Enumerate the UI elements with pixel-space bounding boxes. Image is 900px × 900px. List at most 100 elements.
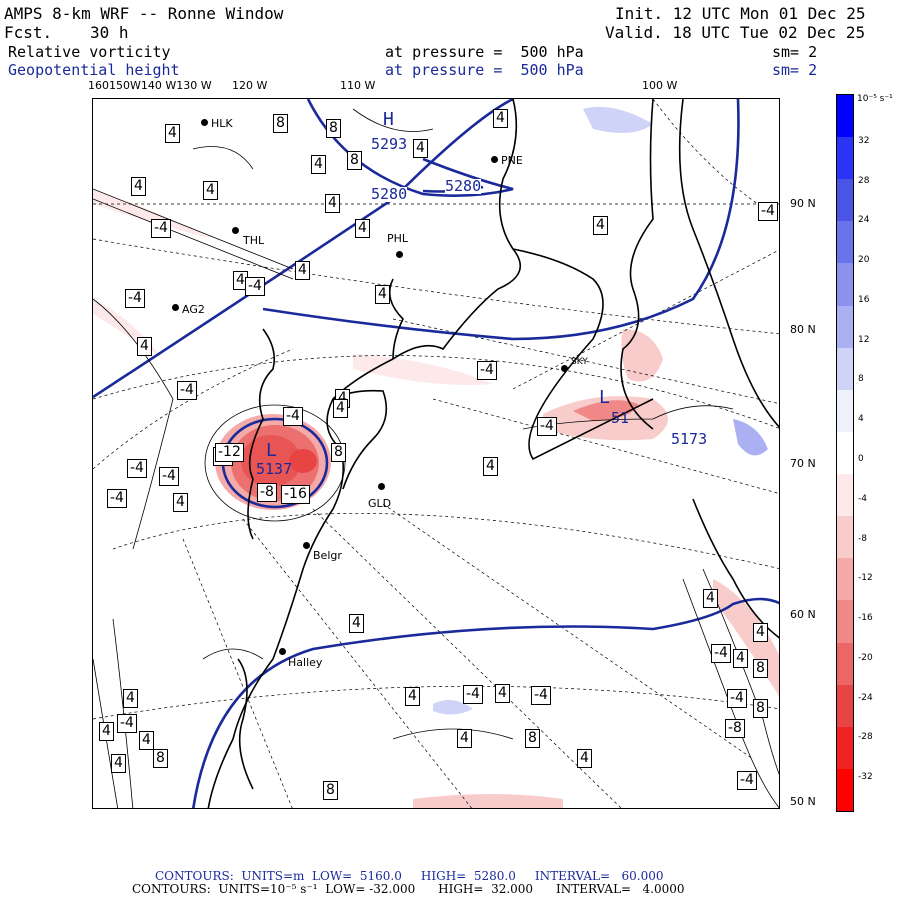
contour-value-label: 4 (349, 614, 364, 633)
station-dot (378, 483, 385, 490)
contour-value-label: 8 (753, 659, 768, 678)
valid-time: Valid. 18 UTC Tue 02 Dec 25 (605, 23, 866, 42)
low-marker: L (599, 387, 610, 408)
map-panel[interactable]: H L L 5293 5280 5280 5137 5173 51 HLK PN… (92, 98, 780, 809)
height-label: 5173 (671, 430, 708, 448)
colorbar-tick-label: -4 (858, 493, 867, 504)
height-label: 5293 (371, 135, 408, 153)
colorbar-segment (837, 431, 853, 475)
contour-value-label: 4 (137, 337, 152, 356)
lat-label: 80 N (790, 323, 816, 336)
contour-value-label: 4 (99, 722, 114, 741)
colorbar-segment (837, 768, 853, 812)
contour-value-label: -4 (727, 689, 747, 708)
contour-value-label: -4 (711, 644, 731, 663)
station-dot (491, 156, 498, 163)
contour-value-label: 4 (753, 623, 768, 642)
lon-label: 110 W (340, 79, 376, 92)
colorbar-segment (837, 221, 853, 264)
colorbar-tick-label: -8 (858, 533, 867, 544)
lon-label: 120 W (232, 79, 268, 92)
field1-level: at pressure = 500 hPa (385, 43, 584, 61)
height-label: 51 (611, 409, 630, 427)
contour-value-label: -12 (215, 443, 244, 462)
colorbar-unit: 10⁻⁵ s⁻¹ (857, 94, 893, 104)
contour-value-label: 4 (355, 219, 370, 238)
contour-value-label: 8 (153, 749, 168, 768)
contour-value-label: -8 (257, 483, 277, 502)
lon-label: 160150W140 W130 W (88, 79, 212, 92)
forecast-value: 30 h (90, 23, 129, 42)
contour-value-label: 4 (333, 399, 348, 418)
map-canvas (93, 99, 779, 808)
colorbar-segment (837, 137, 853, 180)
contour-value-label: 4 (703, 589, 718, 608)
footer-height-contours: CONTOURS: UNITS=m LOW= 5160.0 HIGH= 5280… (155, 869, 664, 883)
contour-value-label: 4 (413, 139, 428, 158)
colorbar-tick-label: 12 (858, 334, 870, 345)
contour-value-label: 4 (577, 749, 592, 768)
colorbar-segment (837, 600, 853, 644)
colorbar-segment (837, 474, 853, 517)
colorbar-tick-label: -16 (858, 613, 873, 624)
station-label: Belgr (313, 549, 342, 562)
colorbar-segment (837, 347, 853, 391)
coastline (207, 99, 779, 808)
contour-value-label: 8 (347, 151, 362, 170)
station-label: GLD (368, 497, 392, 510)
contour-value-label: 4 (111, 754, 126, 773)
contour-value-label: 8 (273, 114, 288, 133)
colorbar-tick-label: 28 (858, 175, 870, 186)
colorbar-tick-label: 16 (858, 294, 870, 305)
colorbar-tick-label: 4 (858, 414, 864, 425)
lat-label: 60 N (790, 608, 816, 621)
station-label: Halley (288, 656, 323, 669)
station-dot (303, 542, 310, 549)
contour-value-label: 8 (525, 729, 540, 748)
contour-value-label: -4 (737, 771, 757, 790)
contour-value-label: 4 (495, 684, 510, 703)
contour-value-label: 8 (753, 699, 768, 718)
lat-label: 90 N (790, 197, 816, 210)
contour-value-label: 8 (323, 781, 338, 800)
init-time: Init. 12 UTC Mon 01 Dec 25 (615, 4, 866, 23)
station-label: AG2 (182, 303, 205, 316)
contour-value-label: 8 (331, 443, 346, 462)
contour-value-label: 4 (203, 181, 218, 200)
station-dot (561, 365, 568, 372)
colorbar-segment (837, 389, 853, 433)
station-dot (172, 304, 179, 311)
colorbar-tick-label: 8 (858, 374, 864, 385)
contour-value-label: -4 (531, 686, 551, 705)
contour-value-label: -4 (159, 467, 179, 486)
colorbar (836, 94, 854, 812)
contour-value-label: 8 (326, 119, 341, 138)
contour-value-label: 4 (325, 194, 340, 213)
contour-value-label: -4 (107, 489, 127, 508)
contour-value-label: -4 (117, 714, 137, 733)
contour-value-label: -4 (151, 219, 171, 238)
colorbar-tick-label: 20 (858, 255, 870, 266)
contour-value-label: -16 (281, 485, 310, 504)
field2-level: at pressure = 500 hPa (385, 61, 584, 79)
colorbar-tick-label: 24 (858, 215, 870, 226)
colorbar-segment (837, 516, 853, 559)
contour-value-label: 4 (593, 216, 608, 235)
lon-label: 100 W (642, 79, 678, 92)
colorbar-segment (837, 726, 853, 770)
colorbar-segment (837, 179, 853, 222)
colorbar-segment (837, 95, 853, 138)
colorbar-tick-label: 32 (858, 135, 870, 146)
colorbar-tick-label: -28 (858, 732, 873, 743)
footer-vorticity-contours: CONTOURS: UNITS=10⁻⁵ s⁻¹ LOW= -32.000 HI… (132, 882, 685, 896)
contour-value-label: 4 (139, 731, 154, 750)
contour-value-label: -4 (758, 202, 778, 221)
contour-value-label: -4 (477, 361, 497, 380)
lat-label: 70 N (790, 457, 816, 470)
high-marker: H (383, 109, 394, 130)
contour-value-label: 4 (405, 687, 420, 706)
contour-value-label: -4 (463, 685, 483, 704)
field1-name: Relative vorticity (8, 43, 171, 61)
contour-value-label: -8 (725, 719, 745, 738)
height-label: 5280 (445, 177, 482, 195)
